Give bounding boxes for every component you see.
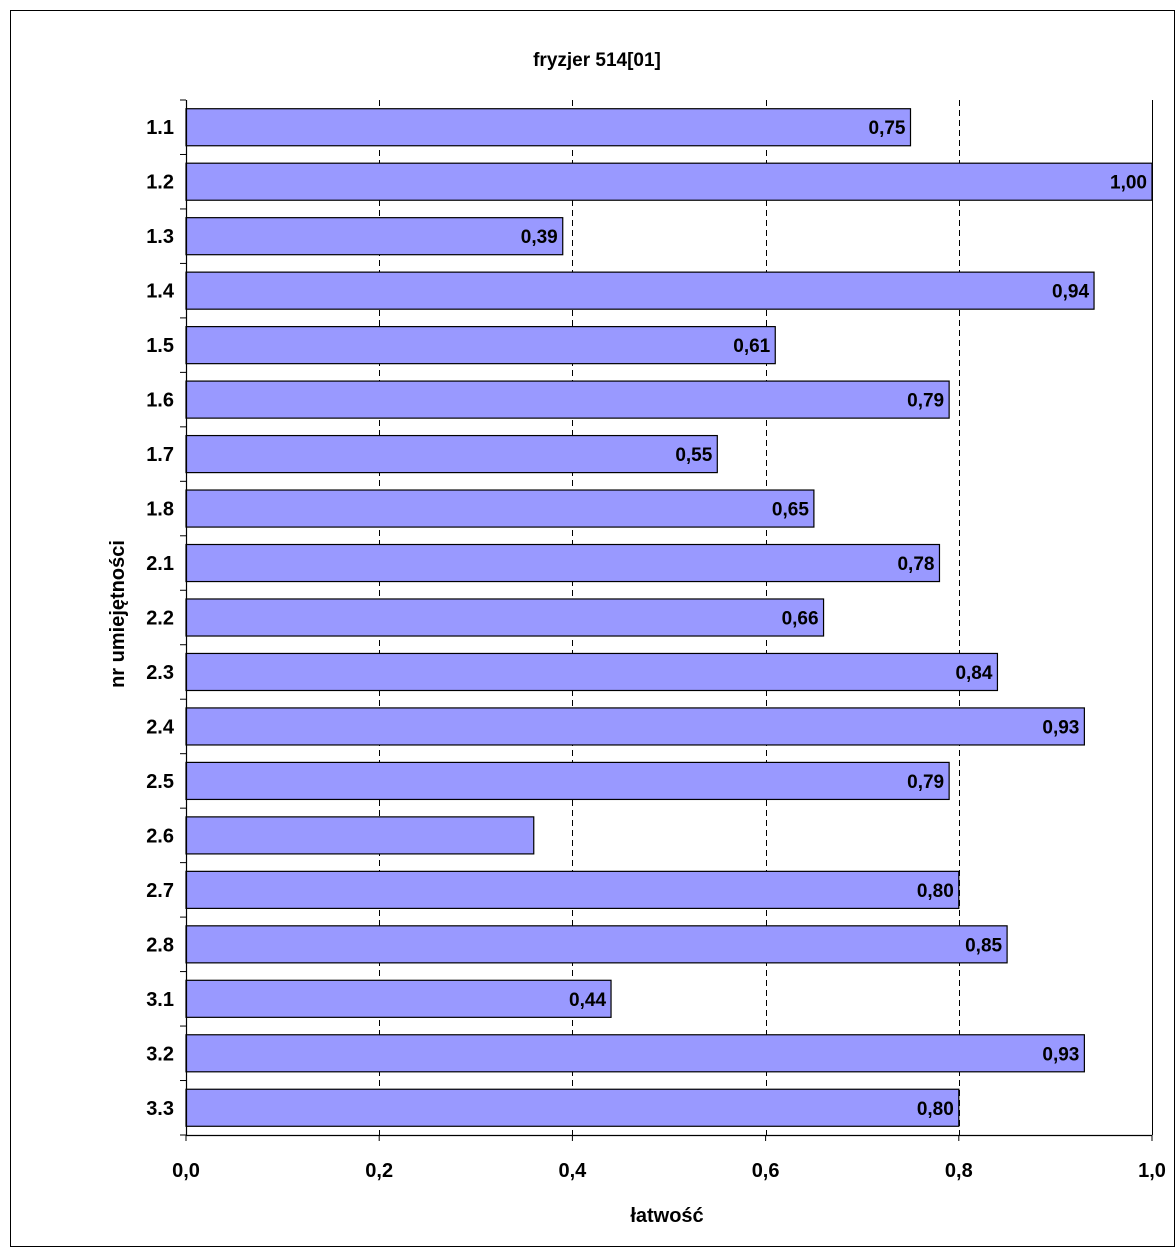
bar — [185, 326, 776, 365]
bar — [185, 652, 999, 692]
y-tick-label: 1.5 — [146, 335, 174, 357]
bar — [185, 434, 718, 474]
y-tick-label: 2.4 — [146, 716, 175, 738]
bar-data-label: 0,84 — [955, 663, 992, 684]
bar-data-label: 0,65 — [772, 500, 809, 521]
bar-data-label: 0,93 — [1042, 717, 1079, 738]
bar — [185, 925, 1008, 964]
bar — [185, 271, 1095, 310]
bar-data-label: 0,80 — [917, 1099, 954, 1120]
y-tick-label: 1.1 — [146, 117, 174, 139]
bars — [185, 108, 1153, 1127]
bar — [185, 108, 912, 147]
bar — [185, 761, 950, 801]
bar — [185, 217, 564, 256]
bar-data-label: 0,55 — [675, 445, 712, 466]
y-axis-title: nr umiejętności — [107, 540, 129, 688]
x-tick-label: 0,2 — [365, 1160, 393, 1182]
y-tick-label: 2.3 — [146, 662, 174, 684]
bar — [185, 870, 960, 909]
y-tick-label: 1.8 — [146, 499, 174, 521]
bar-data-label: 0,80 — [917, 881, 954, 902]
y-tick-label: 2.6 — [146, 825, 174, 847]
y-tick-label: 3.3 — [146, 1098, 174, 1120]
y-tick-label: 1.7 — [146, 444, 174, 466]
x-tick-label: 1,0 — [1138, 1160, 1166, 1182]
y-tick-label: 1.4 — [146, 281, 175, 303]
axes — [180, 99, 1153, 1141]
x-tick-label: 0,4 — [558, 1160, 587, 1182]
bar — [185, 598, 825, 637]
bar — [185, 979, 612, 1018]
y-tick-label: 2.1 — [146, 553, 174, 575]
y-tick-label: 2.7 — [146, 880, 174, 902]
bar — [185, 1088, 960, 1127]
bar-data-label: 0,75 — [869, 118, 906, 139]
y-tick-label: 1.6 — [146, 390, 174, 412]
x-tick-label: 0,6 — [752, 1160, 780, 1182]
x-tick-label: 0,0 — [172, 1160, 200, 1182]
y-tick-label: 3.2 — [146, 1043, 174, 1065]
x-axis-title: łatwość — [630, 1205, 703, 1227]
bar — [185, 162, 1153, 201]
bar — [185, 380, 950, 419]
bar — [185, 489, 815, 528]
y-tick-label: 2.5 — [146, 771, 174, 793]
bar — [185, 543, 941, 583]
bar — [185, 1034, 1085, 1073]
chart-title: fryzjer 514[01] — [533, 50, 661, 71]
y-tick-label: 2.8 — [146, 934, 174, 956]
bar-data-label: 0,93 — [1042, 1044, 1079, 1065]
bar — [185, 707, 1085, 746]
bar-data-label: 0,78 — [897, 554, 934, 575]
bar-data-label: 0,66 — [782, 609, 819, 630]
bar-data-label: 0,61 — [733, 336, 770, 357]
bar-data-label: 1,00 — [1110, 173, 1147, 194]
x-tick-label: 0,8 — [945, 1160, 973, 1182]
labels: 0,75 1,00 0,39 0,94 0,61 0,79 0,55 0,65 0,78 0,66… — [146, 117, 1166, 1182]
bar — [185, 816, 535, 855]
bar-data-label: 0,44 — [569, 990, 606, 1011]
bar-data-label: 0,85 — [965, 935, 1002, 956]
bar-data-label: 0,79 — [907, 772, 944, 793]
bar-data-label: 0,79 — [907, 391, 944, 412]
y-tick-label: 2.2 — [146, 608, 174, 630]
y-tick-label: 3.1 — [146, 989, 174, 1011]
bar-data-label: 0,94 — [1052, 282, 1089, 303]
y-tick-label: 1.3 — [146, 226, 174, 248]
y-tick-label: 1.2 — [146, 172, 174, 194]
bar-data-label: 0,39 — [521, 227, 558, 248]
